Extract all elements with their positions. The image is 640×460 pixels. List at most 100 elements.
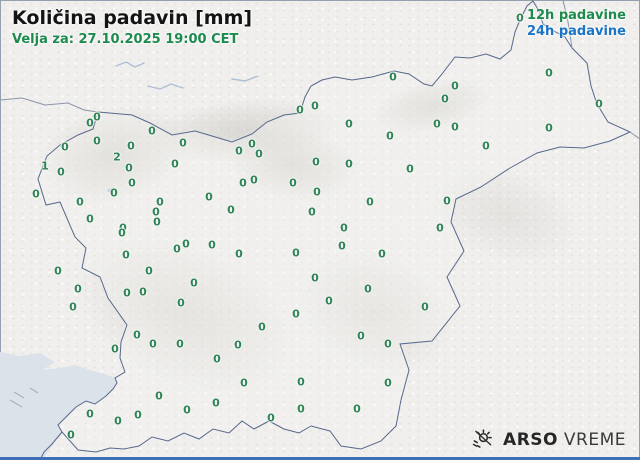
- station-precipitation-value: 2: [113, 150, 121, 164]
- legend-24h-padavine[interactable]: 24h padavine: [526, 24, 626, 40]
- station-precipitation-value: 0: [311, 271, 319, 285]
- station-precipitation-value: 0: [67, 428, 75, 442]
- station-precipitation-value: 0: [183, 403, 191, 417]
- station-precipitation-value: 0: [155, 389, 163, 403]
- slovenia-border: [37, 0, 632, 453]
- station-precipitation-value: 0: [119, 221, 127, 235]
- legend-12h-padavine[interactable]: 12h padavine: [526, 8, 626, 23]
- station-precipitation-value: 0: [128, 176, 136, 190]
- station-precipitation-value: 0: [139, 285, 147, 299]
- station-precipitation-value: 0: [118, 226, 126, 240]
- station-precipitation-value: 0: [93, 134, 101, 148]
- station-precipitation-value: 0: [86, 212, 94, 226]
- station-precipitation-value: 0: [227, 203, 235, 217]
- station-precipitation-value: 0: [406, 162, 414, 176]
- station-precipitation-value: 0: [296, 103, 304, 117]
- station-precipitation-value: 0: [179, 136, 187, 150]
- station-precipitation-value: 0: [123, 286, 131, 300]
- station-precipitation-value: 0: [353, 402, 361, 416]
- station-precipitation-value: 0: [545, 66, 553, 80]
- croatia-coastline: [39, 431, 63, 460]
- station-precipitation-value: 0: [235, 144, 243, 158]
- station-precipitation-value: 0: [451, 120, 459, 134]
- station-precipitation-value: 0: [54, 264, 62, 278]
- station-precipitation-value: 0: [156, 195, 164, 209]
- valid-datetime: Velja za: 27.10.2025 19:00 CET: [12, 31, 239, 47]
- station-precipitation-value: 0: [482, 139, 490, 153]
- station-precipitation-value: 0: [289, 176, 297, 190]
- station-precipitation-value: 0: [134, 408, 142, 422]
- station-precipitation-value: 0: [93, 110, 101, 124]
- station-precipitation-value: 0: [250, 173, 258, 187]
- station-precipitation-value: 0: [182, 237, 190, 251]
- station-precipitation-value: 0: [208, 238, 216, 252]
- italy-austria-border: [0, 97, 99, 113]
- station-precipitation-value: 0: [297, 375, 305, 389]
- brand-text: ARSO VREME: [503, 430, 626, 450]
- station-precipitation-value: 0: [297, 402, 305, 416]
- station-precipitation-value: 0: [86, 116, 94, 130]
- station-precipitation-value: 0: [153, 215, 161, 229]
- station-precipitation-value: 0: [345, 117, 353, 131]
- station-precipitation-value: 0: [61, 140, 69, 154]
- station-precipitation-value: 0: [258, 320, 266, 334]
- station-precipitation-value: 0: [114, 414, 122, 428]
- station-precipitation-value: 0: [177, 296, 185, 310]
- brand-arso: ARSO: [503, 429, 558, 450]
- station-precipitation-value: 0: [176, 337, 184, 351]
- station-precipitation-value: 0: [313, 185, 321, 199]
- station-precipitation-value: 0: [441, 92, 449, 106]
- station-precipitation-value: 0: [111, 342, 119, 356]
- river-lines: [115, 61, 259, 90]
- station-precipitation-value: 0: [595, 97, 603, 111]
- station-precipitation-value: 0: [148, 124, 156, 138]
- station-precipitation-value: 0: [364, 282, 372, 296]
- lake-mark: [107, 187, 117, 193]
- page-title: Količina padavin [mm]: [12, 7, 253, 29]
- station-precipitation-value: 0: [545, 121, 553, 135]
- brand-vreme: VREME: [563, 429, 626, 450]
- station-precipitation-value: 0: [133, 328, 141, 342]
- station-precipitation-value: 0: [235, 247, 243, 261]
- station-precipitation-value: 0: [325, 294, 333, 308]
- station-precipitation-value: 0: [145, 264, 153, 278]
- station-precipitation-value: 0: [239, 176, 247, 190]
- precipitation-period-legend: 12h padavine 24h padavine: [527, 8, 626, 41]
- station-precipitation-value: 0: [384, 376, 392, 390]
- station-precipitation-value: 0: [74, 282, 82, 296]
- station-precipitation-value: 0: [205, 190, 213, 204]
- station-precipitation-value: 0: [127, 139, 135, 153]
- station-precipitation-value: 0: [125, 161, 133, 175]
- station-precipitation-value: 0: [110, 186, 118, 200]
- station-precipitation-value: 0: [32, 187, 40, 201]
- station-precipitation-value: 0: [76, 195, 84, 209]
- sea-area: [0, 352, 117, 460]
- station-precipitation-value: 0: [248, 137, 256, 151]
- hungary-croatia-border: [629, 131, 640, 140]
- station-precipitation-value: 0: [451, 79, 459, 93]
- station-precipitation-value: 0: [443, 194, 451, 208]
- station-precipitation-value: 0: [213, 352, 221, 366]
- arso-vreme-branding: ARSO VREME: [471, 428, 626, 451]
- station-precipitation-value: 0: [311, 99, 319, 113]
- station-precipitation-value: 0: [234, 338, 242, 352]
- station-precipitation-value: 0: [292, 307, 300, 321]
- map-header: Količina padavin [mm] Velja za: 27.10.20…: [12, 7, 253, 47]
- station-precipitation-value: 0: [308, 205, 316, 219]
- station-precipitation-value: 0: [173, 242, 181, 256]
- station-precipitation-value: 0: [122, 248, 130, 262]
- station-precipitation-value: 0: [190, 276, 198, 290]
- station-precipitation-value: 0: [433, 117, 441, 131]
- austria-hungary-border: [562, 0, 573, 49]
- station-precipitation-value: 0: [69, 300, 77, 314]
- bottom-accent-bar: [0, 457, 640, 460]
- station-precipitation-value: 0: [366, 195, 374, 209]
- station-precipitation-value: 0: [338, 239, 346, 253]
- sun-weather-icon: [472, 429, 492, 448]
- station-precipitation-value: 0: [152, 205, 160, 219]
- station-precipitation-value: 1: [41, 159, 49, 173]
- harbor-marks: [9, 387, 39, 408]
